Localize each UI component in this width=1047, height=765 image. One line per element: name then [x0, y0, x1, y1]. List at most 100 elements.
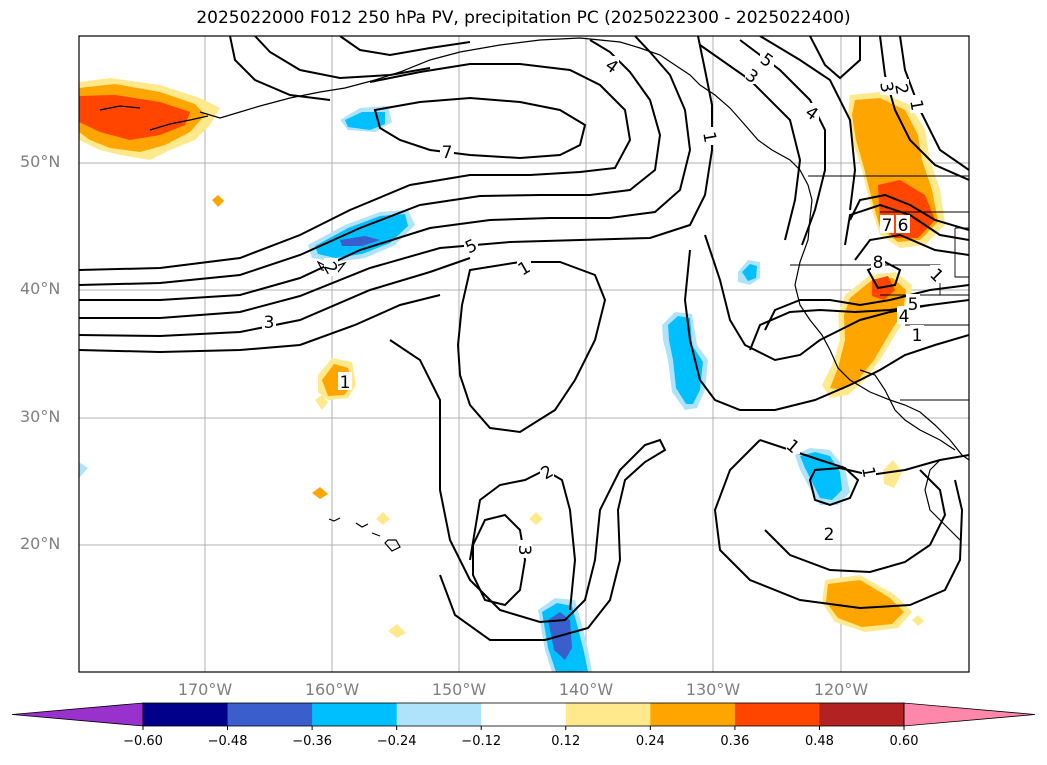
- pv-contour-3: [79, 36, 713, 319]
- pv-contour-1-loop: [456, 261, 607, 434]
- contour-label: 6: [898, 216, 909, 236]
- pv-contour-coast-2: [704, 234, 969, 362]
- precip-spot-7: [912, 615, 924, 626]
- contour-label: 8: [873, 253, 884, 273]
- precip-spot-6: [883, 460, 902, 488]
- lon-label-140w: 140°W: [558, 680, 614, 699]
- lon-label-130w: 130°W: [685, 680, 741, 699]
- colorbar-segment: [481, 703, 567, 726]
- pv-contour-pnw-1: [849, 193, 969, 231]
- contour-label: 1: [857, 465, 879, 479]
- lon-label-120w: 120°W: [813, 680, 869, 699]
- pv-contour-east-3: [759, 36, 857, 211]
- pv-contours: [79, 36, 969, 641]
- precip-spot-5: [388, 624, 406, 638]
- colorbar-tick-label: 0.36: [720, 734, 750, 749]
- precip-neg-133w: [668, 316, 703, 404]
- pv-contour-5: [79, 39, 662, 286]
- colorbar-under-arrow: [11, 702, 144, 727]
- contour-label: 3: [264, 313, 275, 333]
- pv-contour-2-baja: [764, 469, 947, 574]
- gridlines: [79, 36, 969, 672]
- pv-contour-coast-3: [764, 284, 969, 331]
- lon-label-170w: 170°W: [177, 680, 233, 699]
- precip-neg-125w: [742, 264, 757, 281]
- precip-spot-1: [212, 195, 224, 207]
- colorbar-tick-label: 0.24: [635, 734, 665, 749]
- contour-label: 4: [899, 307, 910, 327]
- colorbar-tick-label: 0.48: [804, 734, 834, 749]
- lat-label-40n: 40°N: [20, 279, 61, 298]
- pv-contour-4: [79, 36, 692, 301]
- contour-label-boxes: [262, 50, 944, 558]
- pv-contour-east-2: [699, 44, 802, 241]
- precip-spot-2: [312, 487, 328, 499]
- pv-contour-3-south: [472, 513, 527, 607]
- pv-contour-pnw-3: [854, 233, 969, 261]
- figure-title: 2025022000 F012 250 hPa PV, precipitatio…: [196, 8, 851, 28]
- colorbar-segment: [143, 703, 229, 726]
- pv-contour-east-5: [879, 36, 969, 181]
- pv-contour-2: [79, 257, 471, 338]
- pv-contour-1-baja: [759, 439, 969, 507]
- pv-contour-east-1: [739, 39, 826, 246]
- colorbar-tick-label: −0.60: [123, 734, 163, 749]
- contour-label: 7: [442, 143, 453, 163]
- precip-spot-4: [529, 512, 543, 525]
- precip-spot-8: [315, 395, 328, 410]
- pv-contour-7: [373, 96, 587, 160]
- colorbar-segment: [396, 703, 482, 726]
- pv-contour-6: [79, 63, 632, 271]
- pv-contour-north-1: [254, 36, 431, 80]
- precip-positive-areas: [79, 78, 945, 638]
- colorbar-segment: [312, 703, 398, 726]
- pv-contour-pnw-2: [844, 203, 969, 246]
- pv-contour-east-4: [809, 36, 861, 80]
- lon-label-160w: 160°W: [304, 680, 360, 699]
- contour-label: 1: [925, 265, 947, 287]
- colorbar-over-arrow: [903, 702, 1036, 727]
- lat-label-50n: 50°N: [20, 152, 61, 171]
- contour-label: 1: [912, 326, 923, 346]
- pv-contour-2-mid: [389, 339, 667, 641]
- contour-label: 7: [882, 216, 893, 236]
- contour-label: 3: [514, 545, 534, 556]
- pv-contour-1: [79, 294, 441, 354]
- colorbar-tick-label: 0.60: [889, 734, 919, 749]
- pv-contour-coast-4: [749, 304, 931, 351]
- colorbar-segment: [227, 703, 313, 726]
- colorbar-segment: [565, 703, 651, 726]
- precip-spot-3: [376, 512, 390, 525]
- pv-contour-coast-1: [683, 249, 969, 411]
- colorbar-frame: [142, 702, 905, 727]
- contour-label: 1: [905, 98, 927, 112]
- pv-contour-north-3: [229, 36, 331, 101]
- precip-area-baja-south-mid: [826, 580, 904, 627]
- contour-label: 3: [875, 80, 897, 94]
- precip-area-california-mid: [830, 278, 906, 390]
- precip-neg-west-edge: [79, 462, 88, 478]
- lat-label-30n: 30°N: [20, 407, 61, 426]
- precip-neg-160w-core: [340, 236, 380, 246]
- lat-label-20n: 20°N: [20, 534, 61, 553]
- precip-area-aleutian-core: [79, 95, 190, 140]
- contour-label: 1: [340, 373, 351, 393]
- contour-label: 2: [890, 82, 912, 96]
- colorbar-segment: [819, 703, 905, 726]
- colorbar-tick-label: −0.48: [207, 734, 248, 749]
- contour-label: 2: [824, 525, 835, 545]
- pv-contour-1-south-large: [713, 439, 964, 610]
- pv-contour-north-2: [339, 36, 471, 57]
- colorbar-tick-label: −0.24: [376, 734, 417, 749]
- colorbar-tick-label: −0.12: [461, 734, 502, 749]
- contour-label: 1: [515, 257, 534, 280]
- colorbar-tick-label: −0.36: [292, 734, 333, 749]
- contour-label: 5: [908, 295, 919, 315]
- map-frame: [78, 35, 970, 673]
- precip-neg-160w: [315, 214, 408, 258]
- contour-label: 1: [698, 130, 720, 144]
- colorbar: [11, 702, 1036, 730]
- contour-label: 2: [538, 461, 557, 484]
- colorbar-segment: [734, 703, 820, 726]
